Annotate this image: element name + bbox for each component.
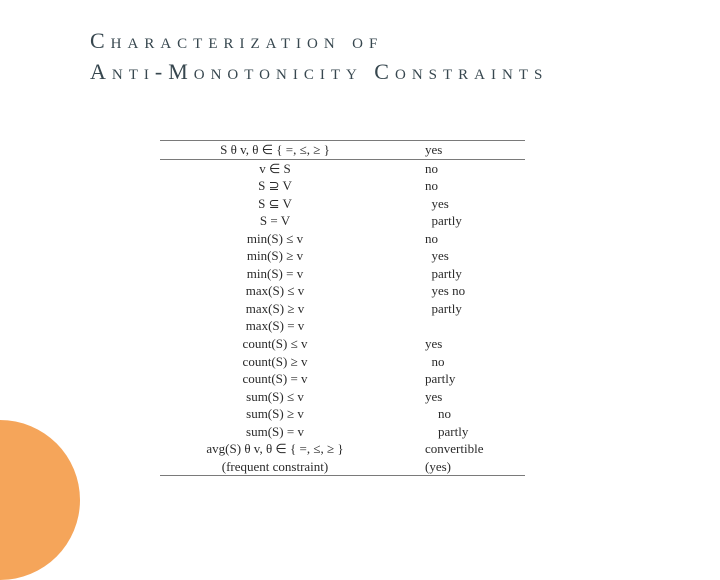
constraint-cell: v ∈ S [160,159,390,177]
constraint-cell: sum(S) = v [160,423,390,441]
table-row: S ⊆ V yes [160,195,525,213]
table-row: avg(S) θ v, θ ∈ { =, ≤, ≥ }convertible [160,440,525,458]
constraint-cell: avg(S) θ v, θ ∈ { =, ≤, ≥ } [160,440,390,458]
answer-cell: no [390,159,525,177]
answer-cell: yes [390,247,525,265]
answer-cell: partly [390,212,525,230]
answer-cell: yes [390,195,525,213]
title-line-2: Anti-Monotonicity Constraints [90,59,548,84]
constraint-cell: S ⊆ V [160,195,390,213]
constraint-cell: min(S) ≤ v [160,230,390,248]
answer-cell: no [390,230,525,248]
constraint-cell: max(S) ≤ v [160,282,390,300]
answer-cell: yes [390,141,525,160]
table-row: sum(S) ≤ vyes [160,388,525,406]
constraint-cell: count(S) ≥ v [160,353,390,371]
answer-cell: partly [390,423,525,441]
table-row: count(S) ≤ vyes [160,335,525,353]
table-row: max(S) = v [160,317,525,335]
constraint-cell: min(S) ≥ v [160,247,390,265]
table-row: S ⊇ Vno [160,177,525,195]
answer-cell: no [390,353,525,371]
constraint-cell: count(S) ≤ v [160,335,390,353]
page-title: Characterization of Anti-Monotonicity Co… [90,26,650,88]
table-row: (frequent constraint)(yes) [160,458,525,476]
answer-cell: convertible [390,440,525,458]
table-row: max(S) ≥ v partly [160,300,525,318]
table-row: v ∈ Sno [160,159,525,177]
constraint-cell: S θ v, θ ∈ { =, ≤, ≥ } [160,141,390,160]
constraint-cell: (frequent constraint) [160,458,390,476]
answer-cell: yes no [390,282,525,300]
constraint-cell: S = V [160,212,390,230]
answer-cell: no [390,177,525,195]
table-row: min(S) ≤ vno [160,230,525,248]
table-row: count(S) = vpartly [160,370,525,388]
answer-cell: no [390,405,525,423]
accent-circle [0,420,80,580]
constraints-table: S θ v, θ ∈ { =, ≤, ≥ }yesv ∈ SnoS ⊇ VnoS… [160,140,525,476]
answer-cell: yes [390,335,525,353]
answer-cell: partly [390,265,525,283]
answer-cell: yes [390,388,525,406]
answer-cell: partly [390,300,525,318]
table-row: min(S) ≥ v yes [160,247,525,265]
constraint-cell: min(S) = v [160,265,390,283]
constraint-cell: sum(S) ≥ v [160,405,390,423]
table-row: min(S) = v partly [160,265,525,283]
answer-cell: partly [390,370,525,388]
constraint-cell: max(S) = v [160,317,390,335]
constraint-cell: sum(S) ≤ v [160,388,390,406]
constraint-cell: max(S) ≥ v [160,300,390,318]
constraint-cell: count(S) = v [160,370,390,388]
table-row: S = V partly [160,212,525,230]
answer-cell: (yes) [390,458,525,476]
constraint-cell: S ⊇ V [160,177,390,195]
table-row: count(S) ≥ v no [160,353,525,371]
table-row: sum(S) = v partly [160,423,525,441]
table-row: S θ v, θ ∈ { =, ≤, ≥ }yes [160,141,525,160]
constraints-table-wrap: S θ v, θ ∈ { =, ≤, ≥ }yesv ∈ SnoS ⊇ VnoS… [160,140,525,476]
answer-cell [390,317,525,335]
table-row: max(S) ≤ v yes no [160,282,525,300]
table-row: sum(S) ≥ v no [160,405,525,423]
title-line-1: Characterization of [90,28,383,53]
